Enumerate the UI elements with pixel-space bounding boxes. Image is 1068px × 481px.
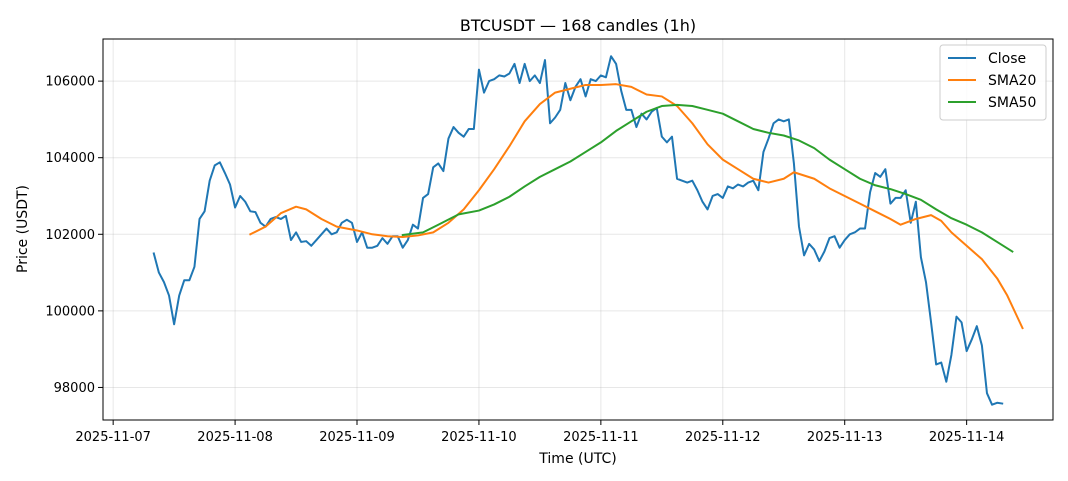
plot-series xyxy=(152,55,1024,406)
x-tick-label: 2025-11-12 xyxy=(685,430,761,445)
x-tick-label: 2025-11-11 xyxy=(563,430,639,445)
x-tick-label: 2025-11-13 xyxy=(807,430,883,445)
legend-label-sma20: SMA20 xyxy=(988,73,1036,89)
legend: Close SMA20 SMA50 xyxy=(939,44,1047,121)
y-tick-label: 102000 xyxy=(45,228,95,243)
x-tick-label: 2025-11-07 xyxy=(75,430,151,445)
legend-label-sma50: SMA50 xyxy=(988,95,1036,111)
grid-lines xyxy=(103,39,1053,420)
legend-label-close: Close xyxy=(988,51,1026,67)
x-tick-label: 2025-11-09 xyxy=(319,430,395,445)
x-axis-ticks: 2025-11-07 2025-11-08 2025-11-09 2025-11-10… xyxy=(75,420,1004,445)
y-tick-label: 100000 xyxy=(45,304,95,319)
y-tick-label: 104000 xyxy=(45,151,95,166)
series-line-sma50 xyxy=(401,103,1014,253)
y-axis-ticks: 98000 100000 102000 104000 106000 xyxy=(45,75,103,396)
plot-frame xyxy=(102,38,1054,421)
x-tick-label: 2025-11-08 xyxy=(197,430,273,445)
y-tick-label: 98000 xyxy=(54,381,95,396)
series-line-close xyxy=(152,55,1004,406)
chart-title: BTCUSDT — 168 candles (1h) xyxy=(460,16,696,35)
y-axis-title: Price (USDT) xyxy=(15,185,31,273)
x-axis-title: Time (UTC) xyxy=(538,451,616,467)
series-line-sma20 xyxy=(248,83,1024,330)
x-tick-label: 2025-11-14 xyxy=(929,430,1005,445)
y-tick-label: 106000 xyxy=(45,75,95,90)
x-tick-label: 2025-11-10 xyxy=(441,430,517,445)
